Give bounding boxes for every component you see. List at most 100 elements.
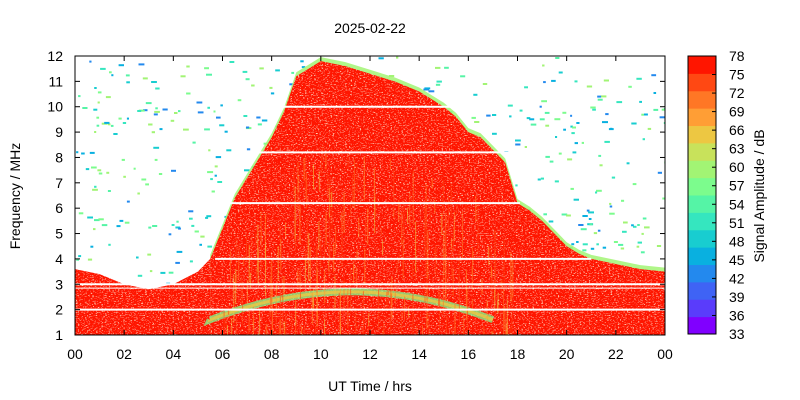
signal-streak — [295, 322, 297, 335]
noise-pixel — [378, 57, 384, 60]
noise-pixel — [96, 124, 100, 127]
y-tick-label: 8 — [55, 149, 63, 165]
noise-pixel — [147, 253, 152, 256]
noise-pixel — [110, 124, 114, 127]
noise-pixel — [259, 67, 264, 70]
colorbar-segment — [688, 160, 716, 179]
noise-pixel — [200, 235, 205, 238]
noise-pixel — [593, 232, 598, 235]
noise-pixel — [269, 86, 273, 89]
signal-streak — [306, 215, 308, 264]
noise-pixel — [174, 112, 178, 114]
signal-streak — [309, 246, 311, 292]
noise-pixel — [657, 171, 662, 174]
noise-pixel — [590, 106, 596, 109]
noise-pixel — [93, 108, 98, 111]
signal-streak — [320, 232, 322, 273]
chart-title: 2025-02-22 — [334, 20, 406, 36]
noise-pixel — [118, 117, 122, 120]
signal-streak — [225, 316, 227, 329]
signal-streak — [294, 186, 296, 240]
signal-streak — [246, 236, 247, 262]
colorbar-tick-label: 69 — [729, 104, 745, 120]
noise-pixel — [636, 77, 642, 80]
noise-pixel — [659, 116, 665, 119]
signal-streak — [325, 152, 327, 170]
noise-pixel — [191, 224, 195, 227]
noise-pixel — [572, 151, 577, 154]
signal-streak — [227, 325, 228, 335]
noise-pixel — [605, 113, 609, 116]
signal-streak — [338, 292, 340, 324]
noise-pixel — [563, 128, 566, 131]
signal-streak — [356, 250, 358, 261]
noise-pixel — [104, 121, 110, 124]
signal-streak — [486, 300, 488, 324]
noise-pixel — [636, 245, 640, 248]
x-axis: 00 02 04 06 08 10 12 14 16 18 20 22 00 — [67, 56, 673, 362]
noise-pixel — [507, 104, 513, 107]
colorbar-segment — [688, 281, 716, 300]
noise-pixel — [111, 74, 114, 77]
signal-streak — [498, 333, 500, 335]
noise-pixel — [243, 115, 248, 117]
noise-pixel — [661, 108, 665, 111]
signal-streak — [343, 192, 345, 233]
y-tick-label: 6 — [55, 200, 63, 216]
noise-pixel — [180, 75, 186, 78]
signal-streak — [422, 325, 423, 335]
noise-pixel — [148, 123, 153, 126]
noise-pixel — [608, 128, 614, 131]
signal-streak — [333, 242, 335, 273]
noise-pixel — [257, 123, 262, 126]
colorbar-tick-label: 66 — [729, 122, 745, 138]
noise-pixel — [524, 146, 527, 148]
plot-area — [75, 56, 665, 335]
noise-pixel — [435, 66, 441, 69]
noise-pixel — [145, 102, 152, 105]
signal-streak — [336, 331, 338, 335]
colorbar-segment — [688, 247, 716, 266]
noise-pixel — [640, 251, 645, 254]
noise-pixel — [596, 189, 602, 192]
signal-streak — [425, 225, 427, 275]
noise-pixel — [81, 152, 85, 155]
noise-pixel — [160, 271, 166, 274]
noise-pixel — [136, 256, 139, 259]
colorbar-segment — [688, 73, 716, 92]
signal-streak — [278, 326, 280, 335]
signal-streak — [463, 312, 465, 335]
signal-streak — [279, 226, 281, 242]
signal-streak — [431, 178, 433, 189]
noise-pixel — [647, 127, 652, 130]
noise-pixel — [158, 173, 163, 175]
noise-pixel — [574, 80, 578, 83]
signal-streak — [255, 232, 257, 246]
noise-pixel — [121, 158, 125, 161]
noise-pixel — [561, 213, 568, 216]
signal-streak — [426, 274, 428, 283]
noise-pixel — [589, 223, 593, 226]
signal-streak — [236, 273, 238, 283]
colorbar-tick-label: 45 — [729, 252, 745, 268]
signal-streak — [396, 258, 398, 273]
signal-streak — [456, 203, 458, 215]
noise-pixel — [631, 224, 634, 227]
noise-pixel — [142, 77, 148, 80]
signal-streak — [425, 183, 427, 229]
noise-pixel — [229, 61, 235, 63]
noise-pixel — [137, 192, 140, 195]
noise-pixel — [435, 83, 441, 86]
signal-streak — [324, 270, 326, 304]
signal-streak — [260, 230, 262, 279]
noise-pixel — [138, 109, 145, 112]
signal-streak — [477, 204, 479, 254]
colorbar-tick-label: 54 — [729, 196, 745, 212]
signal-streak — [367, 208, 369, 245]
signal-streak — [424, 282, 426, 307]
noise-pixel — [599, 164, 603, 167]
signal-streak — [352, 190, 354, 206]
noise-pixel — [89, 151, 95, 154]
noise-pixel — [215, 156, 222, 159]
noise-pixel — [76, 258, 79, 261]
